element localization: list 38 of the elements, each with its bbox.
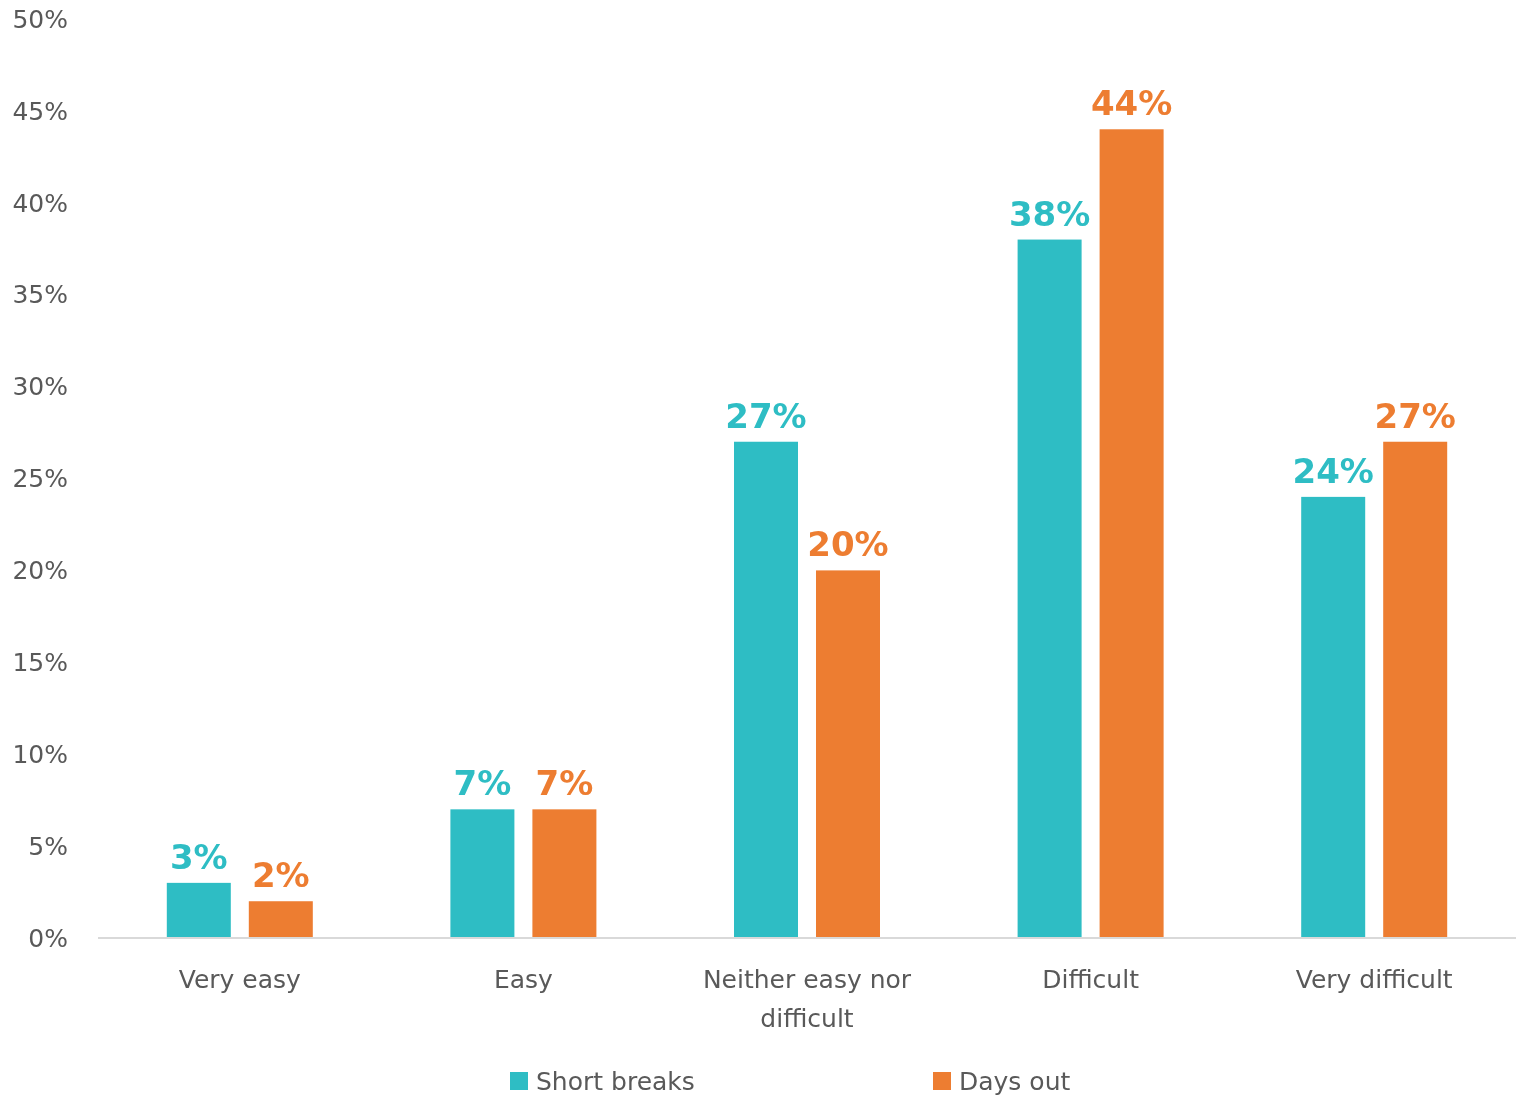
y-tick-label: 15% [12,648,68,678]
y-tick-label: 30% [12,372,68,402]
data-label: 27% [725,395,807,436]
y-tick-label: 45% [12,96,68,126]
y-tick-label: 35% [12,280,68,310]
data-label: 38% [1008,193,1091,234]
data-label: 7% [535,763,594,804]
data-label: 2% [251,855,310,896]
x-tick-label: Very easy [178,965,302,994]
y-tick-label: 0% [28,923,68,953]
bar [734,441,798,938]
x-tick-label: Very difficult [1295,965,1453,994]
data-label: 24% [1292,450,1374,491]
y-tick-label: 10% [12,739,68,769]
bar [1017,239,1082,938]
y-tick-label: 25% [12,464,68,494]
x-tick-label: Difficult [1042,965,1140,994]
y-tick-label: 20% [12,556,68,586]
bar [1383,441,1448,938]
y-tick-label: 5% [28,831,68,861]
data-label: 7% [453,763,512,804]
bar [532,809,597,938]
y-tick-label: 40% [12,188,68,218]
bar [1301,496,1366,938]
data-label: 44% [1090,83,1173,124]
bar [450,809,515,938]
legend-label: Short breaks [536,1066,695,1095]
bar [248,901,313,938]
x-tick-label: Easy [493,965,554,994]
x-tick-label: Neither easy nor difficult [702,965,912,1033]
legend-label: Days out [959,1066,1071,1095]
data-label: 27% [1374,395,1456,436]
y-tick-label: 50% [12,4,68,34]
data-label: 3% [169,836,228,877]
bar [816,570,880,938]
bar [166,882,231,938]
bar [1099,129,1164,938]
data-label: 20% [807,524,889,565]
